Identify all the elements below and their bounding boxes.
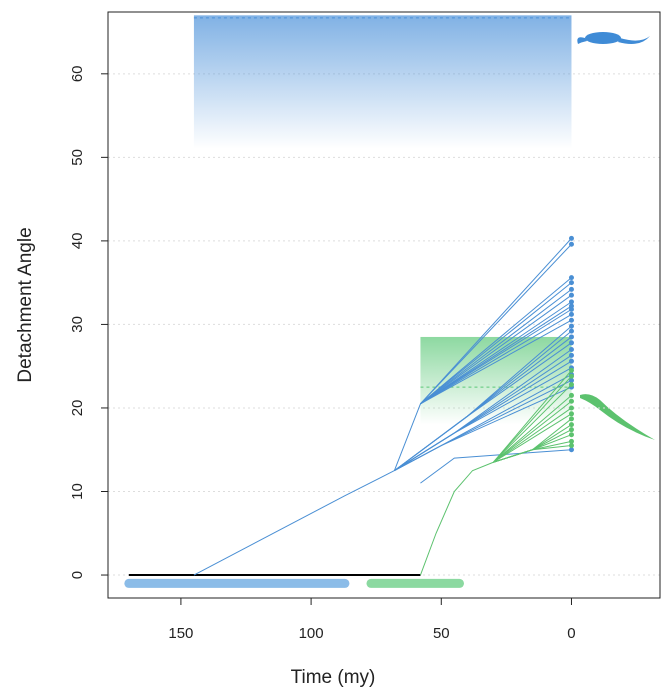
lineage <box>492 375 572 463</box>
tip-point <box>568 311 574 317</box>
lineage <box>419 461 494 576</box>
tip-point <box>568 422 574 428</box>
lineage <box>493 400 572 463</box>
y-tick-label: 10 <box>69 483 86 500</box>
lizard-icon <box>580 394 655 440</box>
tip-point <box>568 299 574 305</box>
lineage <box>493 445 572 463</box>
tip-point <box>568 358 574 364</box>
lineage <box>420 238 572 405</box>
tip-point <box>568 432 574 438</box>
x-tick-label: 150 <box>168 625 193 642</box>
tip-point <box>568 447 574 453</box>
x-tick-label: 50 <box>433 625 450 642</box>
lineage <box>492 370 572 463</box>
tip-point <box>568 306 574 312</box>
lineage <box>193 470 395 576</box>
tip-point <box>568 241 574 247</box>
lineage <box>420 294 572 405</box>
tip-point <box>568 398 574 404</box>
tip-point <box>568 286 574 292</box>
tip-point <box>568 328 574 334</box>
tip-point <box>568 340 574 346</box>
y-tick-label: 50 <box>69 149 86 166</box>
tip-point <box>568 346 574 352</box>
tip-point <box>568 352 574 358</box>
y-tick-label: 20 <box>69 400 86 417</box>
lineage <box>493 395 572 463</box>
tip-point <box>568 438 574 444</box>
gecko-icon <box>577 32 650 44</box>
lineage <box>394 367 572 472</box>
tip-point <box>568 377 574 383</box>
y-axis-title: Detachment Angle <box>15 227 36 382</box>
y-tick-label: 30 <box>69 316 86 333</box>
tip-point <box>568 373 574 379</box>
y-tick-label: 60 <box>69 65 86 82</box>
lineage <box>420 449 572 484</box>
tip-point <box>568 334 574 340</box>
lineage <box>420 313 572 405</box>
lineage <box>393 403 421 471</box>
lineage <box>420 277 572 405</box>
tip-point <box>568 367 574 373</box>
lineage <box>420 308 572 405</box>
plot-frame <box>107 11 661 599</box>
lineage <box>420 319 572 405</box>
tip-point <box>568 416 574 422</box>
tip-point <box>568 292 574 298</box>
tip-point <box>568 392 574 398</box>
rate-band <box>193 15 572 149</box>
lineage <box>420 282 572 405</box>
lineage <box>493 384 572 463</box>
tip-point <box>568 323 574 329</box>
lineage <box>493 418 572 463</box>
tip-point <box>568 317 574 323</box>
y-tick-label: 40 <box>69 233 86 250</box>
tip-point <box>568 382 574 388</box>
x-tick-label: 100 <box>299 625 324 642</box>
lineage <box>420 243 572 405</box>
lineage <box>420 288 572 405</box>
tip-point <box>568 275 574 281</box>
lineage <box>493 407 572 463</box>
tip-point <box>568 427 574 433</box>
tip-point <box>568 443 574 449</box>
tip-point <box>568 411 574 417</box>
lineage <box>420 301 572 405</box>
lineage <box>394 386 572 472</box>
tip-point <box>568 280 574 286</box>
tip-point <box>568 405 574 411</box>
x-axis-title: Time (my) <box>291 667 376 688</box>
lineage <box>493 413 572 463</box>
lineage <box>394 342 572 472</box>
x-tick-label: 0 <box>567 625 575 642</box>
y-tick-label: 0 <box>69 571 86 579</box>
tip-point <box>568 235 574 241</box>
